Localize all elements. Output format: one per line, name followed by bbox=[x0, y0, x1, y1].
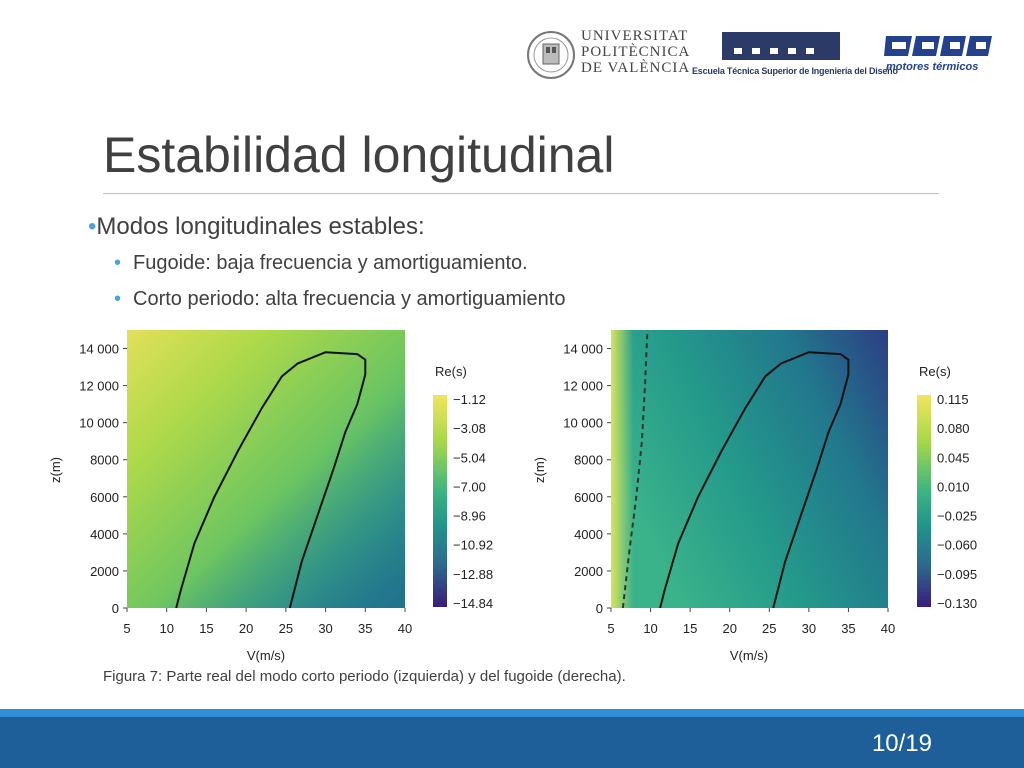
x-tick-label: 10 bbox=[159, 621, 173, 636]
legend-color-bar bbox=[433, 395, 447, 607]
x-tick-label: 5 bbox=[123, 621, 130, 636]
heatmap-shading bbox=[127, 330, 405, 608]
etsid-logo-text: Escuela Técnica Superior de Ingeniería d… bbox=[692, 66, 898, 76]
y-tick-label: 2000 bbox=[574, 564, 603, 579]
upv-logo-text: UNIVERSITAT POLITÈCNICA DE VALÈNCIA bbox=[581, 28, 691, 76]
x-axis-label: V(m/s) bbox=[730, 648, 768, 663]
x-tick-label: 20 bbox=[239, 621, 253, 636]
x-tick-label: 25 bbox=[279, 621, 293, 636]
footer-accent-bar bbox=[0, 709, 1024, 717]
cmt-logo-text: motores térmicos bbox=[886, 61, 979, 73]
x-axis-label: V(m/s) bbox=[247, 648, 285, 663]
dashed-boundary-line bbox=[621, 329, 649, 609]
legend-title: Re(s) bbox=[919, 364, 951, 379]
x-tick-label: 30 bbox=[802, 621, 816, 636]
x-tick-label: 40 bbox=[398, 621, 412, 636]
bullet-main: •Modos longitudinales estables: bbox=[88, 213, 425, 241]
x-tick-label: 35 bbox=[841, 621, 855, 636]
y-tick-label: 14 000 bbox=[563, 342, 603, 357]
x-tick-label: 40 bbox=[881, 621, 895, 636]
bullet-1-text: Fugoide: baja frecuencia y amortiguamien… bbox=[133, 252, 528, 274]
x-tick-label: 30 bbox=[318, 621, 332, 636]
y-tick-label: 10 000 bbox=[563, 416, 603, 431]
bullet-dot-icon: • bbox=[88, 213, 97, 240]
y-tick-label: 8000 bbox=[574, 453, 603, 468]
bullet-2-text: Corto periodo: alta frecuencia y amortig… bbox=[133, 288, 566, 310]
chart-short-period: 5 10 15 20 25 30 35 40 0 2000 4000 6000 8000 10 000 12… bbox=[48, 330, 493, 663]
bullet-1: • Fugoide: baja frecuencia y amortiguamie… bbox=[114, 252, 528, 275]
x-tick-label: 20 bbox=[722, 621, 736, 636]
cmt-logo: motores térmicos bbox=[882, 32, 994, 80]
slide-title: Estabilidad longitudinal bbox=[103, 127, 615, 183]
legend-value-label: −12.88 bbox=[453, 567, 493, 582]
legend-value-label: −10.92 bbox=[453, 538, 493, 553]
etsid-building-icon bbox=[722, 32, 840, 60]
flight-envelope-line bbox=[659, 351, 850, 609]
y-tick-label: 6000 bbox=[574, 490, 603, 505]
y-tick-label: 14 000 bbox=[79, 342, 119, 357]
legend-value-label: −1.12 bbox=[453, 392, 486, 407]
x-tick-label: 15 bbox=[199, 621, 213, 636]
x-tick-label: 35 bbox=[358, 621, 372, 636]
legend-value-label: −14.84 bbox=[453, 596, 493, 611]
legend-value-label: 0.010 bbox=[937, 479, 970, 494]
legend-color-bar bbox=[917, 395, 931, 607]
legend-value-label: −3.08 bbox=[453, 421, 486, 436]
y-tick-label: 4000 bbox=[90, 527, 119, 542]
upv-logo: UNIVERSITAT POLITÈCNICA DE VALÈNCIA bbox=[527, 28, 691, 82]
bullet-2: • Corto periodo: alta frecuencia y amorti… bbox=[114, 288, 565, 311]
x-tick-label: 10 bbox=[643, 621, 657, 636]
legend-value-label: 0.045 bbox=[937, 450, 970, 465]
x-tick-label: 5 bbox=[607, 621, 614, 636]
legend-title: Re(s) bbox=[435, 364, 467, 379]
title-divider bbox=[103, 193, 939, 194]
cmt-mark-icon bbox=[884, 36, 992, 56]
y-axis-label: z(m) bbox=[48, 457, 63, 483]
y-tick-label: 8000 bbox=[90, 453, 119, 468]
y-tick-label: 2000 bbox=[90, 564, 119, 579]
legend-value-label: −8.96 bbox=[453, 509, 486, 524]
y-tick-label: 0 bbox=[112, 601, 119, 616]
heatmap-shading bbox=[611, 330, 888, 608]
x-tick-label: 25 bbox=[762, 621, 776, 636]
bullet-main-text: Modos longitudinales estables: bbox=[96, 213, 425, 240]
page-number: 10/19 bbox=[871, 730, 932, 757]
y-axis-label: z(m) bbox=[532, 457, 547, 483]
flight-envelope-line bbox=[175, 351, 367, 609]
y-tick-label: 6000 bbox=[90, 490, 119, 505]
bullet-dot-icon: • bbox=[114, 288, 122, 310]
bullet-dot-icon: • bbox=[114, 252, 122, 274]
legend-value-label: 0.080 bbox=[937, 421, 970, 436]
chart-phugoid: 5 10 15 20 25 30 35 40 0 2000 4000 6000 8000 10 000 12… bbox=[532, 329, 977, 663]
legend-value-label: −0.130 bbox=[937, 596, 977, 611]
upv-seal-icon bbox=[527, 31, 575, 79]
etsid-logo: Escuela Técnica Superior de Ingeniería d… bbox=[692, 32, 898, 80]
footer-bar bbox=[0, 717, 1024, 768]
y-tick-label: 12 000 bbox=[79, 379, 119, 394]
legend-value-label: −0.095 bbox=[937, 567, 977, 582]
y-tick-label: 10 000 bbox=[79, 416, 119, 431]
x-tick-label: 15 bbox=[683, 621, 697, 636]
legend-value-label: −7.00 bbox=[453, 479, 486, 494]
y-tick-label: 0 bbox=[596, 601, 603, 616]
y-tick-label: 4000 bbox=[574, 527, 603, 542]
legend-value-label: −0.025 bbox=[937, 509, 977, 524]
legend-value-label: −0.060 bbox=[937, 538, 977, 553]
y-tick-label: 12 000 bbox=[563, 379, 603, 394]
legend-value-label: 0.115 bbox=[937, 392, 969, 407]
legend-value-label: −5.04 bbox=[453, 450, 486, 465]
figure-caption: Figura 7: Parte real del modo corto peri… bbox=[103, 668, 626, 685]
